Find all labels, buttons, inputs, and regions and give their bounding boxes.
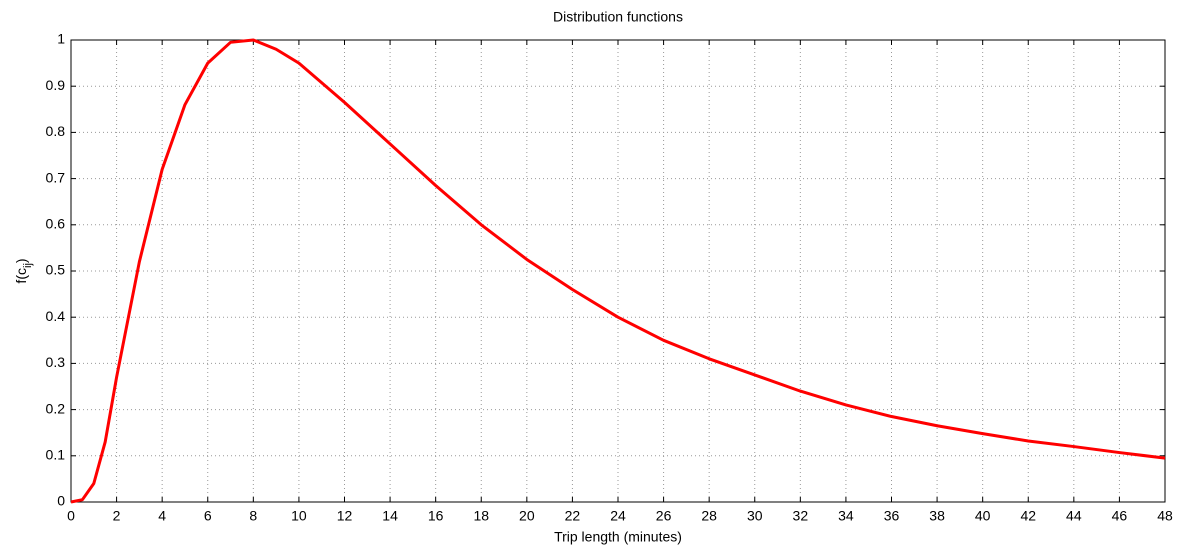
- x-tick-label: 42: [1020, 508, 1036, 524]
- x-tick-label: 30: [747, 508, 763, 524]
- x-tick-label: 18: [473, 508, 489, 524]
- x-tick-label: 12: [337, 508, 353, 524]
- y-tick-label: 1: [57, 31, 65, 47]
- x-tick-label: 6: [204, 508, 212, 524]
- x-tick-label: 2: [113, 508, 121, 524]
- x-tick-label: 48: [1157, 508, 1173, 524]
- y-tick-label: 0.4: [46, 308, 66, 324]
- y-tick-label: 0.6: [46, 216, 66, 232]
- x-axis-label: Trip length (minutes): [554, 529, 682, 545]
- x-tick-label: 20: [519, 508, 535, 524]
- x-tick-label: 0: [67, 508, 75, 524]
- x-tick-label: 10: [291, 508, 307, 524]
- y-tick-label: 0.2: [46, 400, 66, 416]
- y-axis-label: f(cij): [13, 258, 34, 283]
- y-tick-label: 0.8: [46, 123, 66, 139]
- y-tick-label: 0.5: [46, 262, 66, 278]
- x-tick-label: 16: [428, 508, 444, 524]
- chart-title: Distribution functions: [553, 9, 683, 25]
- x-tick-label: 34: [838, 508, 854, 524]
- y-tick-label: 0.7: [46, 169, 66, 185]
- y-tick-label: 0.1: [46, 447, 66, 463]
- x-tick-label: 38: [929, 508, 945, 524]
- x-tick-label: 8: [249, 508, 257, 524]
- plot-frame: [70, 39, 1166, 503]
- y-tick-label: 0: [57, 493, 65, 509]
- x-tick-label: 26: [656, 508, 672, 524]
- x-tick-label: 24: [610, 508, 626, 524]
- y-tick-label: 0.3: [46, 354, 66, 370]
- x-tick-label: 22: [565, 508, 581, 524]
- y-tick-label: 0.9: [46, 77, 66, 93]
- x-tick-label: 14: [382, 508, 398, 524]
- x-tick-label: 4: [158, 508, 166, 524]
- x-tick-label: 36: [884, 508, 900, 524]
- x-tick-label: 28: [701, 508, 717, 524]
- x-tick-label: 32: [793, 508, 809, 524]
- x-tick-label: 44: [1066, 508, 1082, 524]
- x-tick-label: 46: [1112, 508, 1128, 524]
- x-tick-label: 40: [975, 508, 991, 524]
- data-line: [70, 38, 1166, 504]
